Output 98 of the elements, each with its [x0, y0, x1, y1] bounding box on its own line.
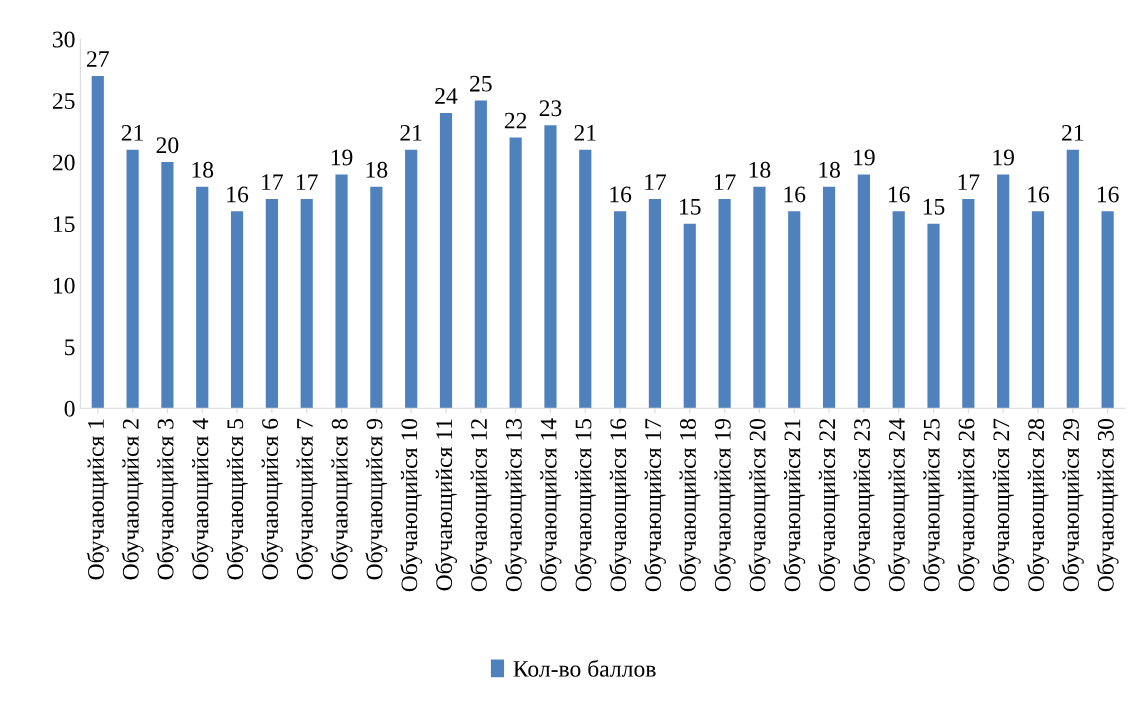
x-tick-label: Обучающийся 26	[957, 418, 980, 592]
bar	[474, 100, 487, 409]
data-label: 17	[262, 174, 284, 190]
x-tick-label: Обучающийся 15	[574, 418, 597, 592]
x-tick-label: Обучающийся 4	[191, 418, 214, 580]
bar	[439, 112, 453, 409]
data-label: 16	[1028, 186, 1050, 203]
x-tick-label: Обучающийся 20	[748, 418, 771, 592]
data-label: 19	[993, 149, 1014, 166]
bar	[718, 199, 731, 409]
bar	[265, 199, 278, 409]
bar	[405, 149, 418, 409]
y-tick-label: 20	[52, 154, 75, 171]
x-tick-label: Обучающийся 9	[365, 418, 388, 580]
bar	[370, 186, 383, 409]
data-label: 25	[470, 75, 492, 92]
y-tick-label: 10	[53, 277, 75, 294]
x-tick-label: Обучающийся 30	[1096, 418, 1119, 592]
x-tick-label: Обучающийся 19	[713, 418, 736, 592]
bar	[614, 211, 627, 409]
bar	[788, 211, 801, 409]
data-label: 21	[400, 124, 422, 141]
bar	[230, 211, 244, 409]
bar	[822, 186, 836, 409]
x-tick-label: Обучающийся 28	[1026, 418, 1049, 592]
data-label: 24	[435, 88, 458, 104]
data-label: 19	[331, 149, 353, 166]
x-tick-label: Обучающийся 7	[295, 418, 318, 580]
bar	[927, 223, 940, 409]
data-label: 16	[784, 186, 806, 203]
bar	[161, 162, 174, 409]
x-tick-label: Обучающийся 12	[469, 419, 492, 592]
data-label: 16	[888, 186, 910, 203]
x-tick-label: Обучающийся 17	[643, 418, 666, 592]
x-tick-label: Обучающийся 2	[121, 419, 144, 580]
bar	[1066, 149, 1079, 409]
data-label: 22	[504, 112, 527, 129]
x-tick-label: Обучающийся 6	[260, 418, 283, 580]
bar	[997, 174, 1010, 409]
data-label: 18	[366, 161, 388, 178]
x-tick-label: Обучающийся 27	[992, 418, 1015, 592]
bar	[300, 199, 313, 409]
x-tick-label: Обучающийся 13	[504, 418, 527, 592]
x-tick-label: Обучающийся 14	[539, 418, 562, 592]
x-tick-label: Обучающийся 24	[887, 418, 910, 592]
data-label: 21	[121, 124, 143, 141]
legend-label: Кол-во баллов	[513, 659, 656, 677]
y-tick-label: 0	[64, 400, 75, 417]
data-label: 23	[539, 100, 562, 117]
bar	[683, 223, 696, 409]
bar	[648, 199, 662, 409]
x-tick-label: Обучающийся 10	[400, 418, 423, 592]
bar	[509, 137, 522, 409]
x-tick-label: Обучающийся 3	[156, 418, 179, 580]
data-label: 17	[714, 174, 736, 190]
x-tick-label: Обучающийся 18	[678, 418, 701, 592]
x-tick-label: Обучающийся 29	[1061, 418, 1084, 592]
data-label: 15	[680, 198, 701, 215]
data-label: 16	[227, 186, 249, 203]
x-tick-label: Обучающийся 1	[86, 419, 109, 580]
x-tick-label: Обучающийся 11	[435, 419, 457, 591]
data-label: 21	[1062, 124, 1084, 141]
data-label: 17	[958, 174, 980, 190]
data-label: 20	[156, 137, 179, 154]
bar	[753, 186, 766, 409]
data-label: 18	[819, 161, 840, 178]
x-tick-label: Обучающийся 22	[818, 419, 841, 592]
x-tick-label: Обучающийся 5	[226, 418, 249, 580]
data-label: 18	[192, 161, 214, 178]
bar	[962, 199, 975, 409]
x-tick-label: Обучающийся 21	[783, 419, 806, 592]
bar	[126, 149, 139, 409]
data-label: 17	[645, 174, 667, 190]
x-tick-label: Обучающийся 16	[609, 418, 632, 592]
data-label: 16	[1097, 186, 1119, 203]
data-label: 18	[749, 161, 771, 178]
bar	[544, 125, 557, 409]
y-tick-label: 15	[53, 216, 75, 233]
bar	[892, 211, 905, 409]
data-label: 27	[87, 51, 109, 67]
bar	[857, 174, 870, 409]
bar	[91, 75, 104, 409]
x-tick-label: Обучающийся 23	[852, 418, 875, 592]
bar	[1101, 211, 1114, 409]
bar	[335, 174, 348, 409]
x-tick-label: Обучающийся 8	[330, 418, 353, 580]
data-label: 15	[923, 198, 945, 215]
x-tick-label: Обучающийся 25	[922, 418, 945, 592]
data-label: 16	[610, 186, 632, 203]
y-tick-label: 25	[52, 93, 75, 110]
data-label: 21	[574, 124, 596, 141]
bar	[196, 186, 209, 409]
y-tick-label: 30	[53, 31, 75, 48]
bar	[1031, 211, 1045, 409]
data-label: 19	[854, 149, 875, 166]
data-label: 17	[296, 174, 318, 190]
y-tick-label: 5	[65, 339, 75, 356]
bar	[579, 149, 592, 409]
